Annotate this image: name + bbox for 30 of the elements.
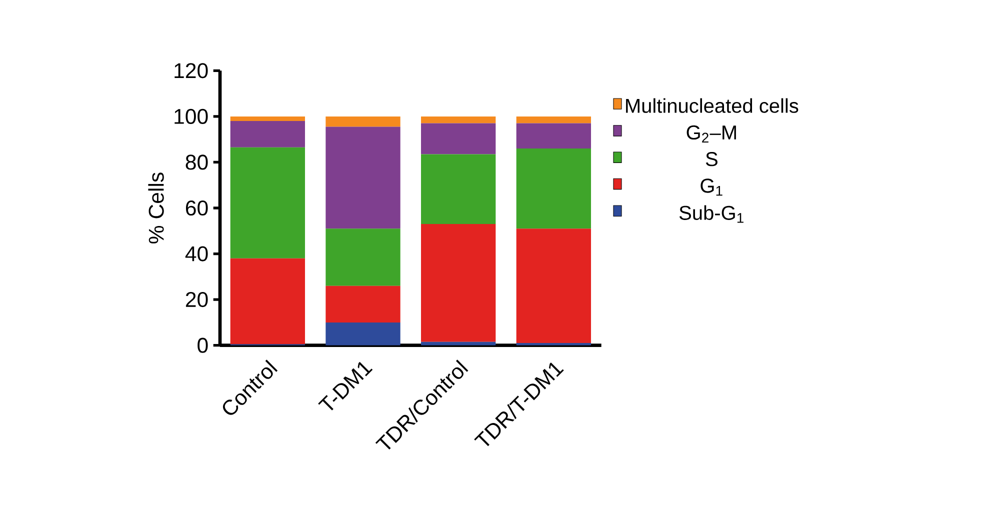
bar bbox=[230, 121, 305, 148]
legend-label: Multinucleated cells bbox=[626, 98, 798, 113]
y-tick-label: 80 bbox=[186, 154, 208, 170]
bar bbox=[516, 228, 592, 344]
y-tick-label: 20 bbox=[186, 292, 208, 308]
bar bbox=[230, 258, 305, 344]
y-tick-label: 100 bbox=[174, 108, 208, 124]
bar bbox=[421, 154, 496, 224]
bar bbox=[326, 286, 400, 322]
bar bbox=[516, 116, 592, 124]
y-axis-title: % Cells bbox=[148, 172, 164, 244]
bar bbox=[516, 123, 592, 148]
text: G$_{2}$–M bbox=[686, 125, 736, 143]
bar bbox=[326, 126, 400, 229]
bar bbox=[326, 116, 400, 127]
bar bbox=[326, 228, 400, 286]
y-tick-label: 0 bbox=[198, 338, 208, 353]
y-tick-label: 40 bbox=[185, 246, 208, 262]
y-tick-label: 60 bbox=[186, 200, 208, 216]
y-tick-label: 120 bbox=[174, 63, 208, 78]
bar bbox=[230, 116, 305, 122]
bar bbox=[421, 224, 496, 342]
text: Sub-G$_{1}$ bbox=[679, 205, 744, 223]
bar bbox=[421, 116, 496, 124]
text: G$_{1}$ bbox=[700, 178, 722, 196]
bar bbox=[230, 147, 305, 258]
bar bbox=[421, 123, 496, 154]
text: S bbox=[706, 152, 718, 166]
bar bbox=[326, 322, 400, 346]
bar bbox=[516, 148, 592, 229]
